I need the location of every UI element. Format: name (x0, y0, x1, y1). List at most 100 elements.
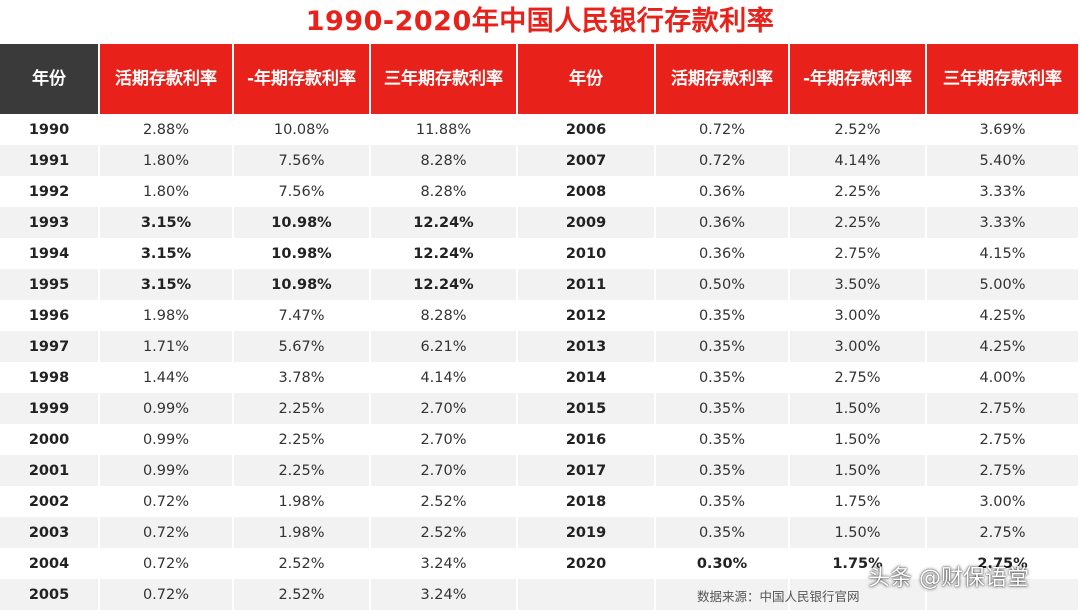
right-one-year-rate-cell: 3.00% (790, 300, 927, 331)
left-three-year-rate-cell: 2.52% (371, 517, 518, 548)
right-demand-rate-cell: 0.50% (656, 269, 790, 300)
right-three-year-rate-cell: 3.00% (927, 486, 1080, 517)
right-year-cell: 2016 (518, 424, 656, 455)
left-three-year-rate-cell: 6.21% (371, 331, 518, 362)
right-demand-rate-cell: 0.35% (656, 455, 790, 486)
right-demand-rate-cell: 0.35% (656, 362, 790, 393)
left-year-cell: 2001 (0, 455, 100, 486)
right-one-year-rate-cell: 2.75% (790, 238, 927, 269)
right-three-year-rate-cell: 2.75% (927, 517, 1080, 548)
left-three-year-rate-cell: 3.24% (371, 548, 518, 579)
right-year-cell: 2019 (518, 517, 656, 548)
left-one-year-rate-cell: 2.25% (234, 393, 371, 424)
header-one-year-right: -年期存款利率 (790, 44, 927, 114)
left-year-cell: 1991 (0, 145, 100, 176)
left-demand-rate-cell: 0.72% (100, 517, 234, 548)
right-demand-rate-cell: 0.35% (656, 331, 790, 362)
left-three-year-rate-cell: 12.24% (371, 207, 518, 238)
right-demand-rate-cell: 0.35% (656, 517, 790, 548)
right-demand-rate-cell: 0.35% (656, 393, 790, 424)
left-demand-rate-cell: 0.99% (100, 455, 234, 486)
left-three-year-rate-cell: 2.70% (371, 455, 518, 486)
left-year-cell: 1992 (0, 176, 100, 207)
left-one-year-rate-cell: 1.98% (234, 486, 371, 517)
right-one-year-rate-cell: 1.75% (790, 486, 927, 517)
right-demand-rate-cell: 0.36% (656, 238, 790, 269)
page-title: 1990-2020年中国人民银行存款利率 (305, 6, 775, 37)
left-three-year-rate-cell: 12.24% (371, 238, 518, 269)
left-three-year-rate-cell: 2.52% (371, 486, 518, 517)
left-three-year-rate-cell: 11.88% (371, 114, 518, 145)
left-three-year-rate-cell: 8.28% (371, 300, 518, 331)
right-year-cell: 2010 (518, 238, 656, 269)
left-three-year-rate-cell: 8.28% (371, 145, 518, 176)
left-one-year-rate-cell: 7.47% (234, 300, 371, 331)
left-year-cell: 1996 (0, 300, 100, 331)
right-demand-rate-cell: 0.72% (656, 114, 790, 145)
left-demand-rate-cell: 0.99% (100, 424, 234, 455)
right-year-cell: 2012 (518, 300, 656, 331)
left-one-year-rate-cell: 7.56% (234, 145, 371, 176)
right-one-year-rate-cell: 2.75% (790, 362, 927, 393)
left-year-cell: 2005 (0, 579, 100, 610)
left-one-year-rate-cell: 3.78% (234, 362, 371, 393)
right-three-year-rate-cell: 4.15% (927, 238, 1080, 269)
left-one-year-rate-cell: 7.56% (234, 176, 371, 207)
right-demand-rate-cell: 0.35% (656, 424, 790, 455)
right-demand-rate-cell: 0.36% (656, 207, 790, 238)
header-demand-left: 活期存款利率 (100, 44, 234, 114)
left-demand-rate-cell: 1.98% (100, 300, 234, 331)
right-year-cell: 2014 (518, 362, 656, 393)
right-one-year-rate-cell: 1.50% (790, 517, 927, 548)
right-three-year-rate-cell: 4.25% (927, 300, 1080, 331)
right-year-cell: 2013 (518, 331, 656, 362)
right-year-cell: 2006 (518, 114, 656, 145)
right-one-year-rate-cell: 1.50% (790, 424, 927, 455)
watermark: 头条 @财保语堂 (868, 566, 1029, 591)
right-three-year-rate-cell: 5.40% (927, 145, 1080, 176)
right-year-cell: 2015 (518, 393, 656, 424)
left-year-cell: 1998 (0, 362, 100, 393)
left-three-year-rate-cell: 8.28% (371, 176, 518, 207)
right-three-year-rate-cell: 2.75% (927, 424, 1080, 455)
left-demand-rate-cell: 3.15% (100, 269, 234, 300)
left-three-year-rate-cell: 4.14% (371, 362, 518, 393)
left-year-cell: 1990 (0, 114, 100, 145)
right-year-cell: 2007 (518, 145, 656, 176)
left-demand-rate-cell: 1.44% (100, 362, 234, 393)
left-demand-rate-cell: 1.80% (100, 176, 234, 207)
left-one-year-rate-cell: 10.98% (234, 238, 371, 269)
left-three-year-rate-cell: 3.24% (371, 579, 518, 610)
right-one-year-rate-cell: 3.00% (790, 331, 927, 362)
right-year-cell: 2017 (518, 455, 656, 486)
right-three-year-rate-cell: 2.75% (927, 455, 1080, 486)
left-year-cell: 1994 (0, 238, 100, 269)
right-three-year-rate-cell: 4.25% (927, 331, 1080, 362)
right-three-year-rate-cell: 3.33% (927, 176, 1080, 207)
right-demand-rate-cell: 0.30% (656, 548, 790, 579)
right-three-year-rate-cell: 3.33% (927, 207, 1080, 238)
left-three-year-rate-cell: 12.24% (371, 269, 518, 300)
right-demand-rate-cell (656, 579, 790, 610)
header-three-year-right: 三年期存款利率 (927, 44, 1080, 114)
right-demand-rate-cell: 0.36% (656, 176, 790, 207)
left-demand-rate-cell: 0.99% (100, 393, 234, 424)
left-one-year-rate-cell: 5.67% (234, 331, 371, 362)
left-one-year-rate-cell: 2.52% (234, 548, 371, 579)
left-one-year-rate-cell: 10.08% (234, 114, 371, 145)
left-one-year-rate-cell: 10.98% (234, 207, 371, 238)
left-three-year-rate-cell: 2.70% (371, 424, 518, 455)
left-demand-rate-cell: 0.72% (100, 486, 234, 517)
right-one-year-rate-cell: 1.75% (790, 548, 927, 579)
right-three-year-rate-cell: 5.00% (927, 269, 1080, 300)
left-year-cell: 2002 (0, 486, 100, 517)
left-year-cell: 1993 (0, 207, 100, 238)
right-year-cell (518, 579, 656, 610)
left-one-year-rate-cell: 2.25% (234, 455, 371, 486)
right-year-cell: 2009 (518, 207, 656, 238)
left-one-year-rate-cell: 2.25% (234, 424, 371, 455)
left-one-year-rate-cell: 2.52% (234, 579, 371, 610)
right-one-year-rate-cell: 2.52% (790, 114, 927, 145)
right-three-year-rate-cell: 3.69% (927, 114, 1080, 145)
left-demand-rate-cell: 1.80% (100, 145, 234, 176)
